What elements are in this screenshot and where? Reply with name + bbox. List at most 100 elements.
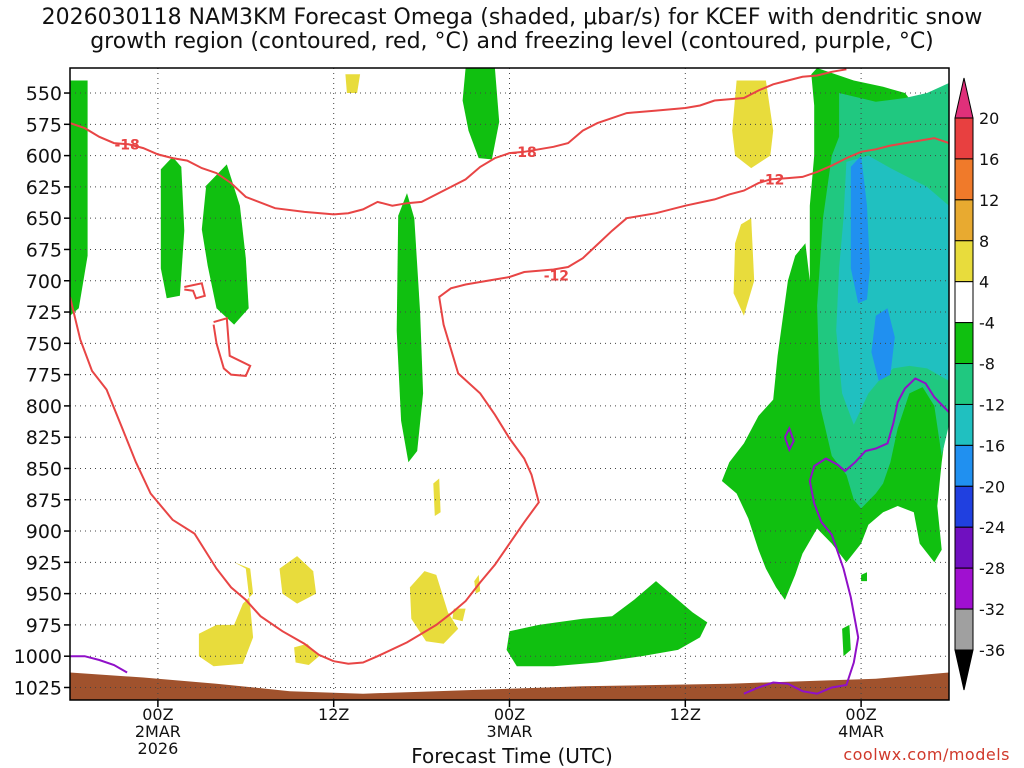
y-tick-label-18: 1000 [14, 646, 62, 668]
y-tick-label-12: 850 [26, 458, 62, 480]
isotherm-loop-medium [212, 316, 252, 377]
omega-area-18 [433, 478, 441, 516]
isotherm-minus18 [70, 68, 847, 216]
y-tick-label-3: 625 [26, 177, 62, 199]
y-tick-label-4: 650 [26, 208, 62, 230]
colorbar-label-3: 8 [979, 232, 989, 251]
colorbar-label-6: -8 [979, 355, 995, 374]
isotherm-minus12-left [70, 296, 335, 663]
colorbar-label-0: 20 [979, 109, 999, 128]
colorbar-bin-12 [954, 567, 974, 610]
contour-label-1: -18 [512, 145, 537, 161]
colorbar-label-13: -36 [979, 641, 1005, 660]
colorbar-bin-8 [954, 403, 974, 446]
colorbar-label-11: -28 [979, 559, 1005, 578]
colorbar-bottom-arrow [954, 649, 974, 691]
freezing-level-loop [783, 425, 795, 453]
chart-title-line1: 2026030118 NAM3KM Forecast Omega (shaded… [41, 5, 983, 30]
x-tick-label-4-0: 00Z [845, 705, 876, 724]
colorbar-label-2: 12 [979, 191, 999, 210]
gridlines [70, 68, 949, 700]
colorbar-bin-11 [954, 526, 974, 569]
omega-area-16 [294, 643, 319, 665]
y-tick-label-16: 950 [26, 584, 62, 606]
contour-layer: -18 -18 -12 -12 [70, 68, 949, 695]
colorbar-label-9: -20 [979, 477, 1005, 496]
omega-area-2 [201, 164, 249, 325]
chart-title-line2: growth region (contoured, red, °C) and f… [90, 29, 934, 54]
colorbar-bin-2 [954, 158, 974, 201]
freezing-level-right [743, 377, 949, 695]
omega-area-5 [506, 581, 708, 667]
isotherm-loop-small [184, 282, 206, 300]
colorbar-bin-13 [954, 608, 974, 651]
y-tick-label-2: 600 [26, 146, 62, 168]
omega-area-9 [850, 155, 870, 304]
omega-area-1 [160, 156, 185, 299]
y-tick-label-10: 800 [26, 396, 62, 418]
colorbar-bin-4 [954, 240, 974, 283]
colorbar-label-1: 16 [979, 150, 999, 169]
x-tick-label-0-2: 2026 [138, 739, 179, 758]
omega-area-0 [70, 80, 88, 316]
omega-area-10 [871, 308, 895, 381]
colorbar-bin-6 [954, 322, 974, 365]
omega-area-12 [732, 80, 774, 169]
x-tick-label-3-0: 12Z [670, 705, 701, 724]
y-tick-label-17: 975 [26, 615, 62, 637]
y-tick-label-19: 1025 [14, 677, 62, 699]
colorbar-bin-7 [954, 363, 974, 405]
colorbar-label-4: 4 [979, 273, 989, 292]
omega-shading-layer [70, 68, 949, 700]
omega-area-11 [345, 74, 361, 93]
y-tick-label-8: 750 [26, 333, 62, 355]
isotherm-minus12 [333, 137, 949, 665]
axes-layer: 550 575 600 625 650 675 700 725 750 775 800 825 850 8… [14, 83, 884, 758]
y-tick-label-0: 550 [26, 83, 62, 105]
colorbar-bin-1 [954, 117, 974, 160]
omega-area-22 [861, 572, 867, 582]
contour-label-0: -18 [114, 137, 139, 153]
omega-area-3 [462, 68, 500, 160]
omega-area-21 [842, 624, 851, 657]
credit-text: coolwx.com/models [843, 745, 1010, 764]
colorbar-bin-10 [954, 485, 974, 528]
x-tick-label-2-1: 3MAR [486, 722, 532, 741]
omega-area-15 [279, 556, 317, 604]
y-tick-label-11: 825 [26, 427, 62, 449]
y-tick-label-7: 725 [26, 302, 62, 324]
y-tick-label-13: 875 [26, 490, 62, 512]
colorbar-bin-3 [954, 199, 974, 242]
colorbar: 20 16 12 8 4 -4 -8 -12 -16 -20 -24 -28 -32 -36 [954, 77, 1005, 691]
x-tick-label-0-0: 00Z [142, 705, 173, 724]
colorbar-top-arrow [954, 77, 974, 119]
x-tick-label-2-0: 00Z [494, 705, 525, 724]
x-tick-label-4-1: 4MAR [838, 722, 884, 741]
x-tick-label-1-0: 12Z [318, 705, 349, 724]
omega-area-14 [198, 562, 254, 667]
omega-area-17 [409, 571, 459, 644]
y-tick-label-1: 575 [26, 114, 62, 136]
omega-area-20 [452, 608, 466, 622]
freezing-level-left [70, 655, 128, 674]
colorbar-bin-5 [954, 281, 974, 324]
contour-label-3: -12 [759, 172, 784, 188]
x-tick-label-0-1: 2MAR [135, 722, 181, 741]
colorbar-label-10: -24 [979, 518, 1005, 537]
ground-terrain [70, 672, 949, 700]
contour-label-2: -12 [544, 269, 569, 285]
y-tick-label-9: 775 [26, 365, 62, 387]
y-tick-label-6: 700 [26, 271, 62, 293]
y-tick-label-14: 900 [26, 521, 62, 543]
omega-area-4 [396, 193, 424, 463]
colorbar-label-12: -32 [979, 600, 1005, 619]
colorbar-label-8: -16 [979, 436, 1005, 455]
x-axis-label: Forecast Time (UTC) [411, 744, 613, 768]
y-tick-label-5: 675 [26, 239, 62, 261]
colorbar-bin-9 [954, 444, 974, 487]
omega-area-13 [733, 218, 755, 316]
colorbar-label-7: -12 [979, 395, 1005, 414]
colorbar-label-5: -4 [979, 314, 995, 333]
y-tick-label-15: 925 [26, 552, 62, 574]
